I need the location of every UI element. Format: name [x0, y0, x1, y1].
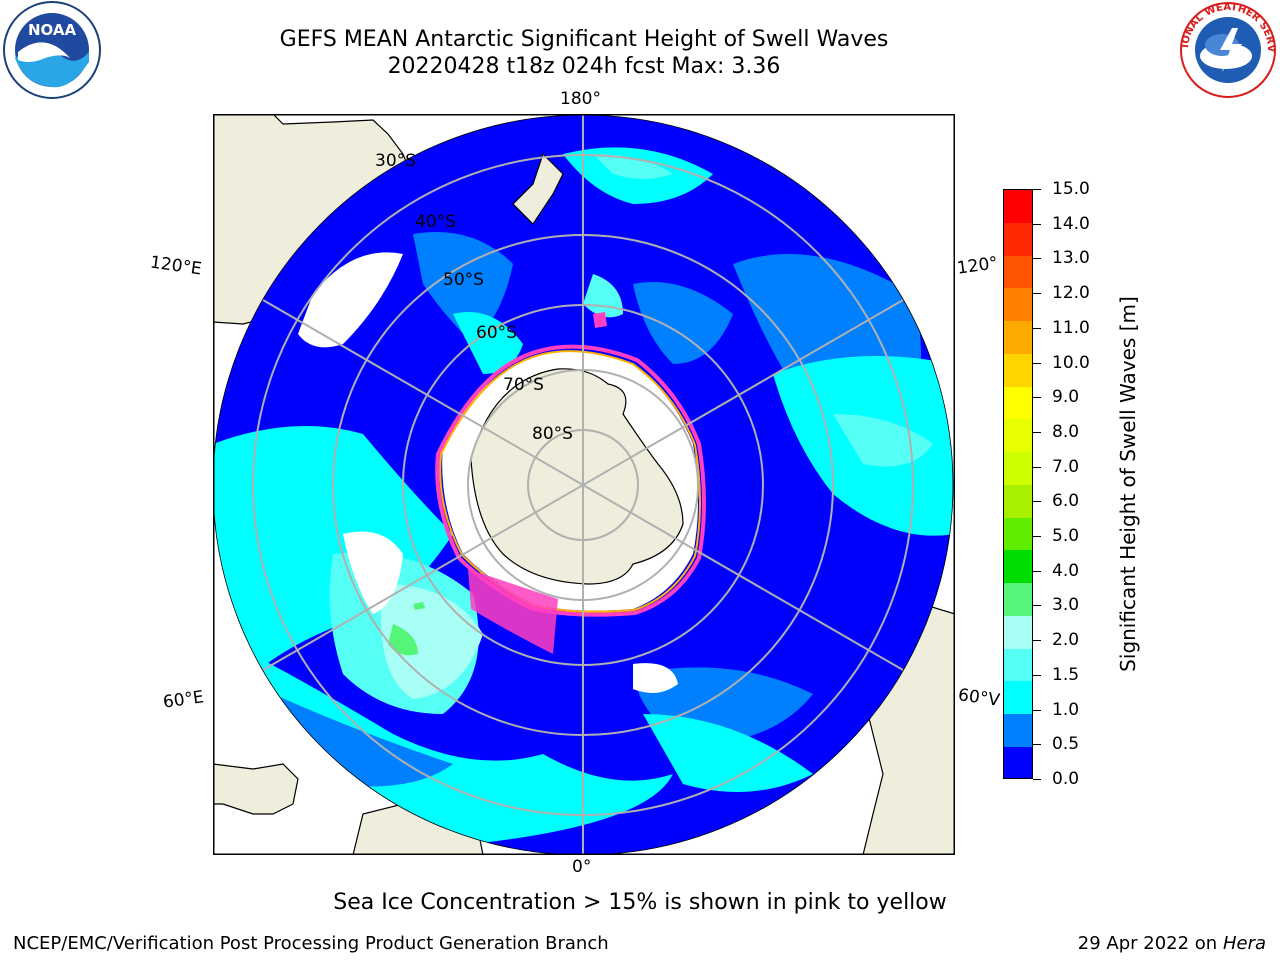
graticule — [213, 115, 953, 855]
colorbar-tick — [1033, 327, 1041, 329]
colorbar-segment — [1004, 583, 1032, 616]
colorbar-tick — [1033, 258, 1041, 260]
sea-ice-note: Sea Ice Concentration > 15% is shown in … — [333, 890, 947, 915]
footer-credit: NCEP/EMC/Verification Post Processing Pr… — [13, 933, 609, 954]
colorbar-segment — [1004, 419, 1032, 453]
colorbar-tick — [1033, 744, 1041, 746]
map-subtitle: 20220428 t18z 024h fcst Max: 3.36 — [387, 54, 781, 79]
map-title: GEFS MEAN Antarctic Significant Height o… — [279, 27, 889, 52]
lat-label-40s: 40°S — [415, 212, 456, 232]
lon-label-120w: 120° — [955, 253, 1000, 279]
nws-logo: NATIONAL WEATHER SERVICE — [1176, 0, 1276, 98]
colorbar-tick-label: 11.0 — [1052, 317, 1090, 338]
colorbar-tick-label: 10.0 — [1052, 352, 1090, 373]
colorbar-tick — [1033, 605, 1041, 607]
lon-label-0: 0° — [572, 857, 592, 877]
colorbar-tick-label: 1.5 — [1052, 664, 1080, 685]
colorbar-tick-label: 7.0 — [1052, 456, 1080, 477]
colorbar-tick-label: 1.0 — [1052, 699, 1080, 720]
colorbar-tick — [1033, 431, 1041, 433]
colorbar-tick-label: 13.0 — [1052, 248, 1090, 269]
colorbar-tick-label: 6.0 — [1052, 491, 1080, 512]
noaa-logo: NOAA — [3, 1, 101, 99]
colorbar-tick-label: 3.0 — [1052, 595, 1080, 616]
lat-label-50s: 50°S — [443, 270, 484, 290]
new-zealand-land — [512, 152, 564, 225]
colorbar-segment — [1004, 288, 1032, 322]
colorbar-segment — [1004, 353, 1032, 387]
colorbar — [1003, 189, 1033, 779]
colorbar-tick-label: 12.0 — [1052, 283, 1090, 304]
colorbar-tick — [1033, 223, 1041, 225]
colorbar-segment — [1004, 517, 1032, 551]
colorbar-tick — [1033, 709, 1041, 711]
colorbar-tick — [1033, 293, 1041, 295]
colorbar-tick — [1033, 640, 1041, 642]
colorbar-tick-label: 5.0 — [1052, 526, 1080, 547]
antarctica-land — [470, 368, 684, 585]
colorbar-segment — [1004, 484, 1032, 518]
lon-label-180: 180° — [560, 89, 601, 109]
colorbar-tick-label: 8.0 — [1052, 421, 1080, 442]
colorbar-segment — [1004, 550, 1032, 584]
colorbar-segment — [1004, 321, 1032, 354]
footer-date: 29 Apr 2022 on Hera — [1078, 933, 1266, 954]
colorbar-segment — [1004, 452, 1032, 485]
colorbar-tick — [1033, 189, 1041, 190]
colorbar-segment — [1004, 648, 1032, 682]
lon-label-60w: 60°V — [956, 685, 1001, 711]
colorbar-segment — [1004, 222, 1032, 256]
colorbar-title: Significant Height of Swell Waves [m] — [1116, 296, 1140, 672]
colorbar-tick — [1033, 570, 1041, 572]
lat-label-30s: 30°S — [375, 151, 416, 171]
colorbar-segment — [1004, 386, 1032, 420]
colorbar-tick-label: 2.0 — [1052, 630, 1080, 651]
colorbar-tick-label: 15.0 — [1052, 179, 1090, 199]
colorbar-segment — [1004, 747, 1032, 778]
lat-label-80s: 80°S — [532, 424, 573, 444]
colorbar-tick-label: 9.0 — [1052, 387, 1080, 408]
colorbar-tick — [1033, 362, 1041, 364]
colorbar-segment — [1004, 615, 1032, 649]
colorbar-tick-label: 14.0 — [1052, 213, 1090, 234]
colorbar-segment — [1004, 714, 1032, 748]
colorbar-tick — [1033, 674, 1041, 676]
colorbar-segment — [1004, 190, 1032, 223]
lon-label-60e: 60°E — [161, 687, 206, 713]
colorbar-tick — [1033, 536, 1041, 538]
colorbar-tick-label: 0.5 — [1052, 734, 1080, 755]
colorbar-tick — [1033, 397, 1041, 399]
colorbar-tick — [1033, 501, 1041, 503]
noaa-logo-text: NOAA — [28, 21, 77, 39]
colorbar-tick — [1033, 779, 1041, 780]
lat-label-60s: 60°S — [476, 323, 517, 343]
polar-map — [213, 114, 955, 855]
colorbar-tick — [1033, 466, 1041, 468]
colorbar-segment — [1004, 681, 1032, 715]
colorbar-segment — [1004, 255, 1032, 289]
lat-label-70s: 70°S — [503, 375, 544, 395]
lon-label-120e: 120°E — [148, 252, 203, 280]
footer-date-text: 29 Apr 2022 on — [1077, 933, 1223, 954]
colorbar-tick-label: 0.0 — [1052, 769, 1080, 789]
footer-machine: Hera — [1222, 933, 1266, 954]
colorbar-tick-label: 4.0 — [1052, 560, 1080, 581]
